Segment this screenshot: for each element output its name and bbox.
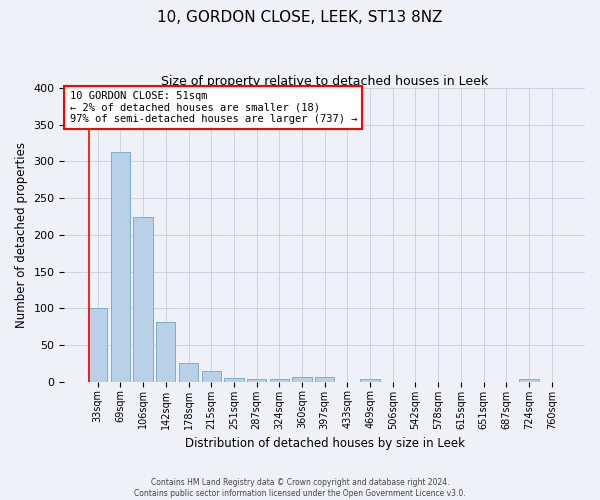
Title: Size of property relative to detached houses in Leek: Size of property relative to detached ho… [161, 75, 488, 88]
Bar [133, 217, 153, 382]
Bar [315, 377, 334, 382]
Bar [156, 322, 175, 382]
Bar [179, 362, 198, 382]
Text: 10 GORDON CLOSE: 51sqm
← 2% of detached houses are smaller (18)
97% of semi-deta: 10 GORDON CLOSE: 51sqm ← 2% of detached … [70, 91, 357, 124]
Bar [292, 377, 311, 382]
Bar [269, 380, 289, 382]
Bar [247, 378, 266, 382]
Bar [88, 308, 107, 382]
X-axis label: Distribution of detached houses by size in Leek: Distribution of detached houses by size … [185, 437, 465, 450]
Text: Contains HM Land Registry data © Crown copyright and database right 2024.
Contai: Contains HM Land Registry data © Crown c… [134, 478, 466, 498]
Bar [224, 378, 244, 382]
Bar [520, 378, 539, 382]
Bar [202, 372, 221, 382]
Text: 10, GORDON CLOSE, LEEK, ST13 8NZ: 10, GORDON CLOSE, LEEK, ST13 8NZ [157, 10, 443, 25]
Y-axis label: Number of detached properties: Number of detached properties [15, 142, 28, 328]
Bar [361, 378, 380, 382]
Bar [111, 152, 130, 382]
